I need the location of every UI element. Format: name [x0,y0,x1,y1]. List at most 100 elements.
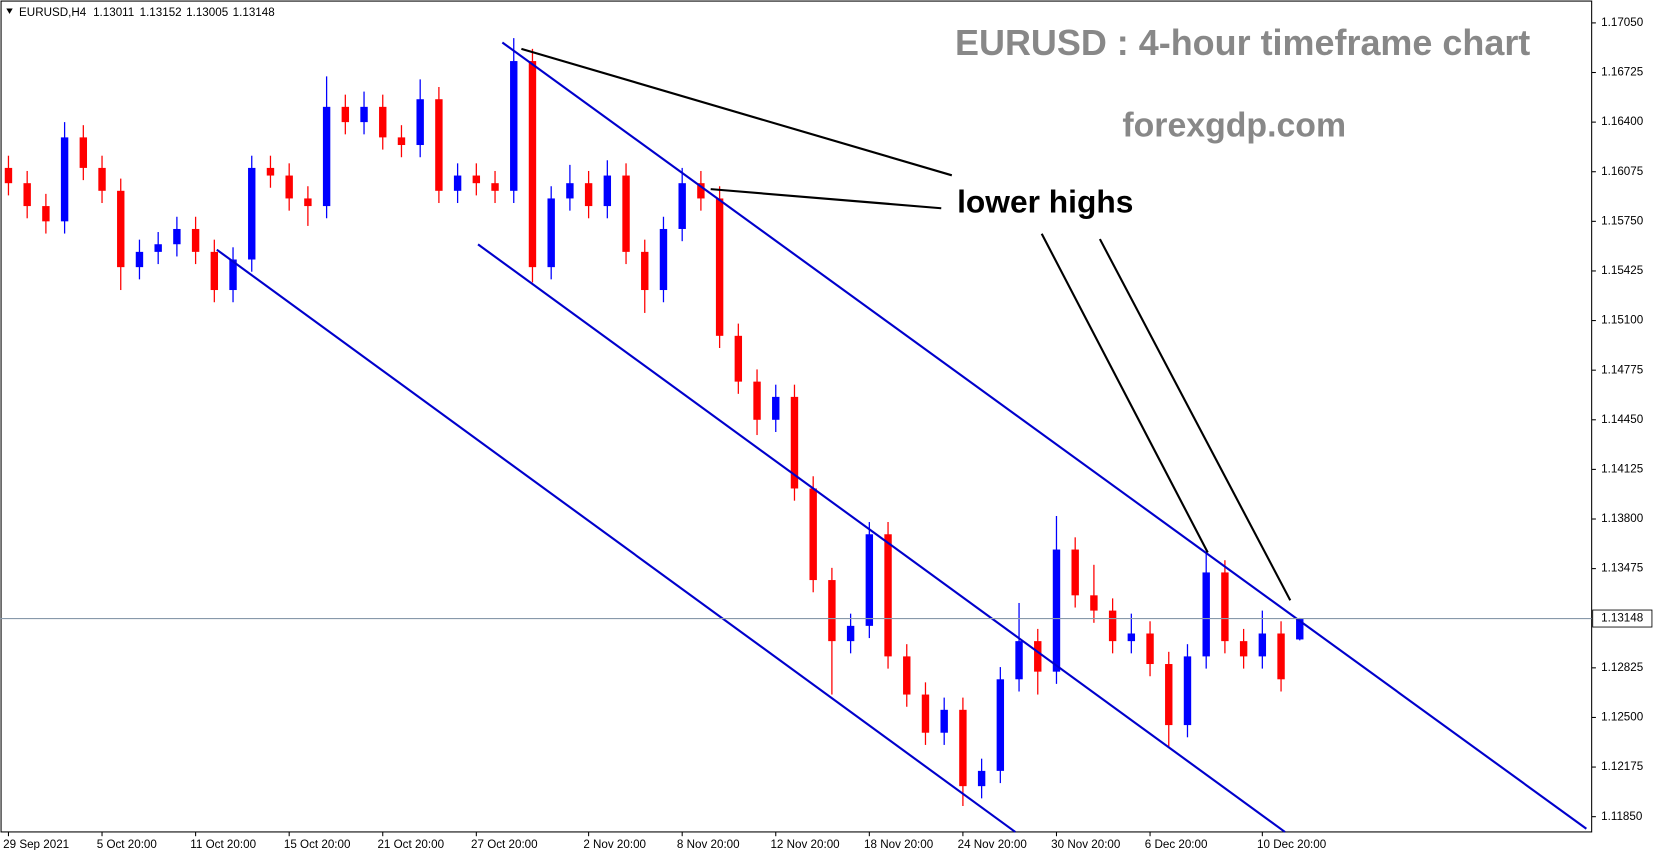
candle-body [641,251,649,291]
x-tick-label: 18 Nov 20:00 [864,838,934,850]
candle-body [940,709,948,733]
y-tick-label: 1.15425 [1601,264,1643,277]
candle-body [341,106,350,123]
pointer-line [1098,238,1292,601]
annotation: lower highs [957,183,1133,219]
candle-body [996,679,1005,771]
candle-body [285,175,293,199]
candle-body [622,175,630,252]
candle-body [921,694,930,733]
chart-title: EURUSD : 4-hour timeframe chart [955,22,1530,63]
x-tick-label: 27 Oct 20:00 [471,838,538,850]
x-tick-label: 11 Oct 20:00 [190,838,256,850]
candle-body [528,61,537,268]
candle-body [117,190,125,268]
candle-body [903,656,911,695]
candle-body [472,175,481,184]
candle-body [42,206,50,222]
candles [4,38,1304,806]
candle-body [416,99,424,146]
y-tick-label: 1.15750 [1601,214,1644,227]
candle-body [603,175,612,207]
x-tick-label: 6 Dec 20:00 [1145,838,1208,850]
x-tick-label: 8 Nov 20:00 [677,838,740,850]
candle-body [248,167,256,260]
pointer-line [521,47,953,177]
candle-body [715,198,724,336]
candle-body [491,183,499,191]
candle-body [1221,572,1229,642]
candle-body [173,228,181,245]
candle-body [772,396,780,420]
candle-body [1258,633,1267,657]
candle-body [753,381,761,420]
candle-body [397,137,406,146]
ohlc-close: 1.13148 [233,6,275,19]
channel-line [216,248,1016,833]
ohlc-low: 1.13005 [186,6,228,19]
channel-line [477,243,1286,833]
x-tick-label: 29 Sep 2021 [3,838,69,850]
candle-body [304,198,312,207]
x-tick-label: 2 Nov 20:00 [583,838,646,850]
pointer-line [710,188,942,210]
candle-body [1239,641,1248,657]
candle-body [1202,572,1210,657]
candle-body [809,488,817,581]
candle-body [191,228,200,252]
y-tick-label: 1.16400 [1601,115,1644,128]
candle-body [678,183,686,229]
y-tick-label: 1.15100 [1601,314,1644,327]
candle-body [1034,641,1042,672]
candle-body [98,167,106,191]
y-tick-label: 1.16725 [1601,66,1643,79]
candle-body [435,99,443,191]
candle-body [734,335,743,382]
candle-body [4,167,13,184]
candle-body [154,244,162,252]
pointer-line [1040,233,1209,553]
candle-body [566,183,574,199]
x-tick-label: 5 Oct 20:00 [97,838,158,850]
candle-body [1165,664,1173,726]
candle-body [828,580,836,642]
y-tick-label: 1.11850 [1601,810,1643,823]
x-tick-label: 12 Nov 20:00 [770,838,840,850]
candle-body [79,137,88,168]
candle-body [659,228,668,291]
candle-body [584,183,593,207]
x-tick-label: 30 Nov 20:00 [1051,838,1121,850]
candle-body [1183,656,1192,726]
candle-body [865,534,874,626]
y-tick-label: 1.12500 [1601,711,1644,724]
candle-body [1277,633,1285,680]
ohlc-open: 1.13011 [93,6,134,19]
x-tick-label: 15 Oct 20:00 [284,838,351,850]
y-tick-label: 1.17050 [1601,16,1644,29]
y-tick-label: 1.14450 [1601,413,1644,426]
candle-body [697,183,705,199]
x-tick-label: 10 Dec 20:00 [1257,838,1327,850]
candle-body [1015,641,1023,680]
candle-body [60,137,69,222]
menu-arrow[interactable] [6,8,13,14]
y-tick-label: 1.12175 [1601,760,1643,773]
candle-body [1090,595,1098,611]
candle-body [1071,549,1079,596]
ohlc-high: 1.13152 [140,6,182,19]
symbol: EURUSD,H4 [19,6,87,19]
price-label: 1.13148 [1601,612,1643,625]
candle-body [510,61,518,191]
y-tick-label: 1.14125 [1601,462,1643,475]
candle-body [135,251,144,268]
candle-body [229,259,237,291]
candle-body [23,183,31,207]
candle-body [322,106,331,207]
candle-body [959,709,967,787]
y-tick-label: 1.12825 [1601,661,1643,674]
annotations [216,41,1587,833]
candle-body [1127,633,1136,642]
x-tick-label: 24 Nov 20:00 [958,838,1028,850]
